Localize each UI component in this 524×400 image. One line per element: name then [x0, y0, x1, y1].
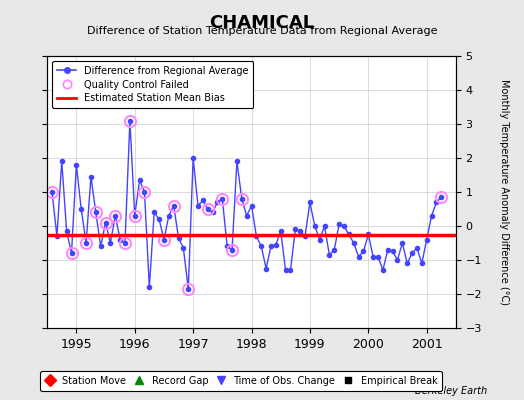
Text: CHAMICAL: CHAMICAL — [210, 14, 314, 32]
Y-axis label: Monthly Temperature Anomaly Difference (°C): Monthly Temperature Anomaly Difference (… — [499, 79, 509, 305]
Legend: Station Move, Record Gap, Time of Obs. Change, Empirical Break: Station Move, Record Gap, Time of Obs. C… — [40, 372, 442, 391]
Text: Difference of Station Temperature Data from Regional Average: Difference of Station Temperature Data f… — [87, 26, 437, 36]
Legend: Difference from Regional Average, Quality Control Failed, Estimated Station Mean: Difference from Regional Average, Qualit… — [52, 61, 254, 108]
Text: Berkeley Earth: Berkeley Earth — [415, 386, 487, 396]
